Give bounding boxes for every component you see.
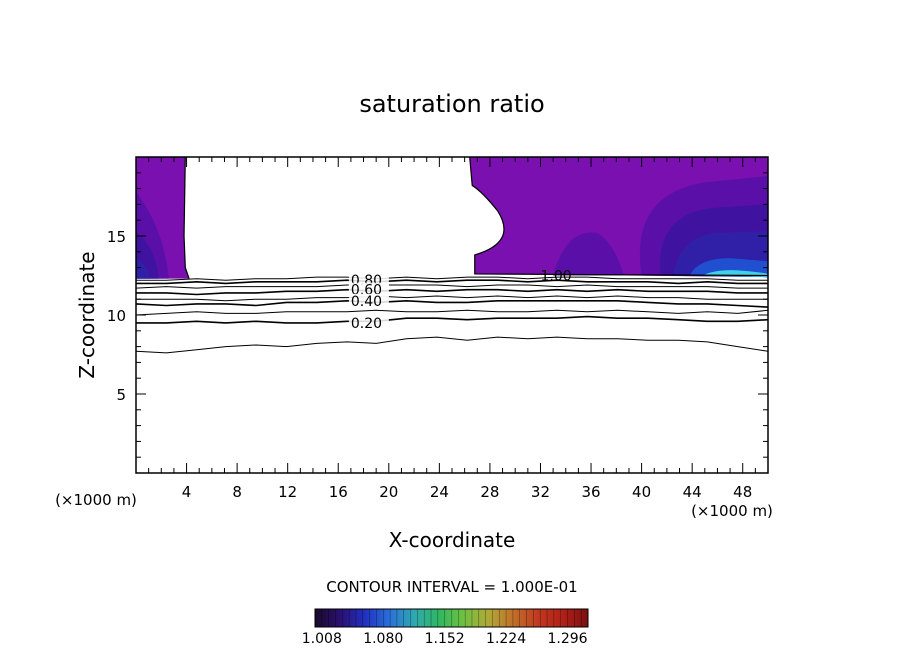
y-axis-ticks: 5 10 15	[107, 172, 768, 458]
supersaturation-fills	[136, 156, 769, 279]
x-tick-label: 4	[182, 483, 192, 501]
x-tick-label: 8	[232, 483, 242, 501]
x-tick-label: 48	[733, 483, 752, 501]
contour-lines	[135, 276, 769, 354]
contour-interval-note: CONTOUR INTERVAL = 1.000E-01	[326, 578, 577, 596]
x-tick-label: 44	[683, 483, 702, 501]
colorbar-labels: 1.008 1.080 1.152 1.224 1.296	[302, 631, 588, 647]
contour-line-0-30	[135, 309, 769, 316]
contour-label-bg	[348, 282, 389, 297]
colorbar-label: 1.296	[547, 631, 587, 647]
x-tick-label: 20	[379, 483, 398, 501]
x-tick-label: 28	[480, 483, 499, 501]
contour-1-00-left	[183, 156, 190, 279]
contour-line-0-80	[136, 279, 768, 285]
x-axis-ticks: 4 8 12 16 20 24 28 32 36 40 44 48	[148, 157, 756, 501]
colorbar-label: 1.224	[486, 631, 526, 647]
y-tick-label: 5	[116, 386, 126, 404]
contour-1-00-right	[469, 156, 769, 277]
fill-right-deep-2	[553, 232, 624, 276]
contour-label-bg	[348, 315, 389, 330]
contour-line-0-40	[135, 299, 769, 308]
x-unit-label-right: (×1000 m)	[691, 502, 773, 520]
x-tick-label: 12	[278, 483, 297, 501]
colorbar-label: 1.080	[363, 631, 403, 647]
fill-left-strong	[136, 258, 150, 279]
x-tick-label: 24	[430, 483, 449, 501]
chart-title: saturation ratio	[359, 90, 544, 118]
contour-label-bg	[348, 293, 389, 308]
y-axis-label: Z-coordinate	[75, 251, 99, 378]
x-tick-label: 36	[581, 483, 600, 501]
contour-line-0-70	[135, 284, 768, 289]
x-tick-label: 16	[329, 483, 348, 501]
contour-line-0-90	[136, 276, 768, 281]
contour-line-0-50	[136, 295, 768, 302]
contour-labels: 0.800.600.400.201.00	[348, 269, 572, 332]
contour-line-0-20	[136, 315, 769, 324]
contour-label: 0.40	[351, 294, 382, 310]
contour-line-0-10	[135, 336, 769, 354]
contour-label: 0.20	[351, 316, 382, 332]
contour-line-0-60	[136, 288, 768, 296]
colorbar-label: 1.152	[425, 631, 465, 647]
x-tick-label: 32	[531, 483, 550, 501]
x-axis-label: X-coordinate	[389, 528, 516, 552]
x-unit-label-left: (×1000 m)	[55, 491, 137, 509]
contour-label: 1.00	[540, 269, 571, 285]
colorbar-ticks	[321, 609, 582, 627]
colorbar-label: 1.008	[302, 631, 342, 647]
y-tick-label: 10	[107, 307, 126, 325]
y-tick-label: 15	[107, 228, 126, 246]
x-tick-label: 40	[632, 483, 651, 501]
